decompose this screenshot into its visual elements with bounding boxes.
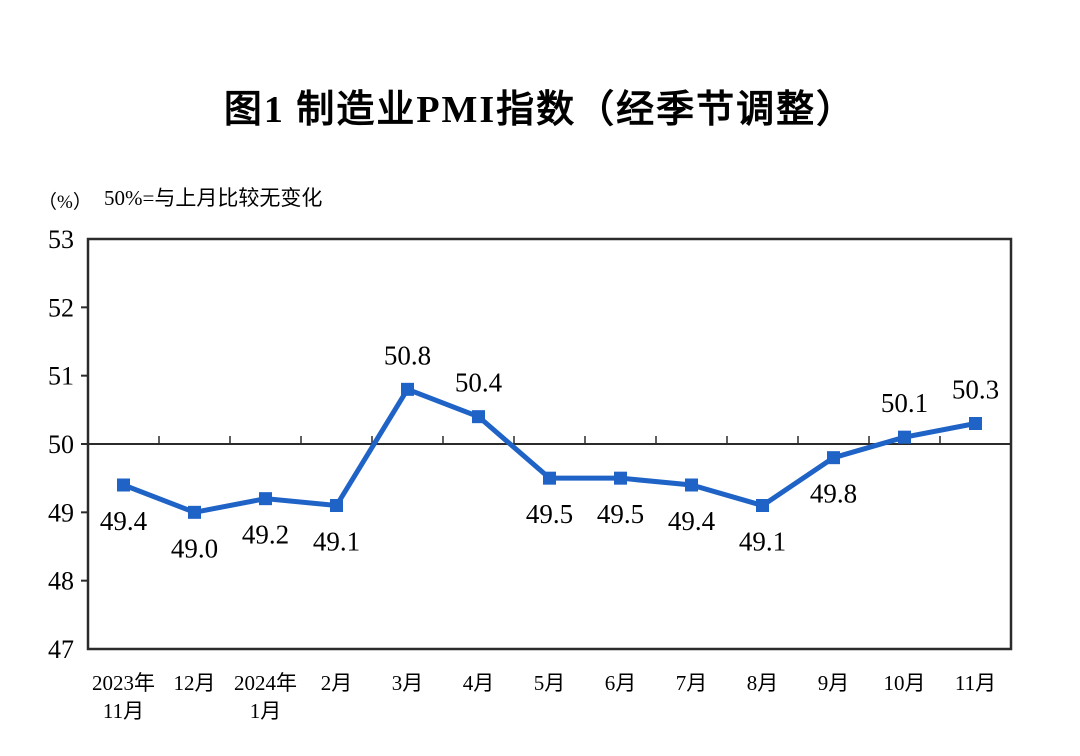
x-axis-label: 8月	[747, 671, 779, 695]
x-axis-label: 6月	[605, 671, 637, 695]
data-point-marker	[259, 492, 272, 506]
data-point-label: 50.8	[384, 340, 431, 370]
x-axis-label: 2023年	[92, 671, 155, 695]
x-axis-label: 4月	[463, 671, 495, 695]
data-point-label: 49.4	[100, 506, 148, 536]
y-axis-label: 51	[48, 362, 74, 391]
data-point-label: 49.4	[668, 506, 716, 536]
reference-line-note: 50%=与上月比较无变化	[104, 186, 323, 210]
x-axis-label: 5月	[534, 671, 566, 695]
data-point-label: 49.1	[313, 527, 360, 557]
data-point-marker	[330, 499, 343, 512]
manufacturing-pmi-line-chart: 47 48 49 50 51 52 53 49.4 49.0 49.2 49.1 50.8 50.4 49…	[48, 225, 1013, 723]
data-point-label: 49.1	[739, 527, 786, 557]
y-axis-label: 52	[48, 293, 74, 322]
chart-title: 图1 制造业PMI指数（经季节调整）	[223, 89, 857, 131]
x-axis-label: 9月	[818, 671, 850, 695]
data-point-label: 50.4	[455, 368, 503, 398]
x-axis-label: 12月	[174, 671, 216, 695]
data-point-marker	[756, 499, 769, 512]
x-axis-label: 2月	[321, 671, 353, 695]
x-axis-label: 3月	[392, 671, 424, 695]
data-point-label: 49.2	[242, 520, 289, 550]
data-point-marker	[614, 471, 627, 485]
data-point-marker	[685, 478, 698, 492]
data-point-marker	[827, 451, 840, 465]
x-axis-label: 10月	[884, 671, 926, 695]
data-point-marker	[117, 478, 130, 492]
data-point-label: 49.0	[171, 533, 218, 563]
x-axis-label: 7月	[676, 671, 708, 695]
y-axis-unit-label: （%）	[38, 192, 92, 213]
data-point-label: 50.1	[881, 388, 928, 418]
y-axis-label: 50	[48, 430, 74, 459]
data-point-label: 49.5	[526, 499, 573, 529]
y-axis-label: 53	[48, 225, 74, 254]
x-axis-label: 11月	[955, 671, 996, 695]
y-axis-label: 47	[48, 635, 74, 664]
data-point-label: 49.5	[597, 499, 644, 529]
data-point-marker	[472, 410, 485, 424]
data-point-marker	[543, 471, 556, 485]
y-axis-label: 49	[48, 498, 74, 527]
data-point-label: 50.3	[952, 375, 999, 405]
data-point-marker	[898, 430, 911, 444]
data-point-marker	[401, 382, 414, 396]
x-axis-label: 2024年	[234, 671, 297, 695]
y-axis-label: 48	[48, 567, 74, 596]
data-point-label: 49.8	[810, 479, 857, 509]
x-axis-label: 11月	[103, 699, 144, 723]
data-point-marker	[969, 417, 982, 430]
x-axis-label: 1月	[250, 699, 282, 723]
data-point-marker	[188, 505, 201, 519]
